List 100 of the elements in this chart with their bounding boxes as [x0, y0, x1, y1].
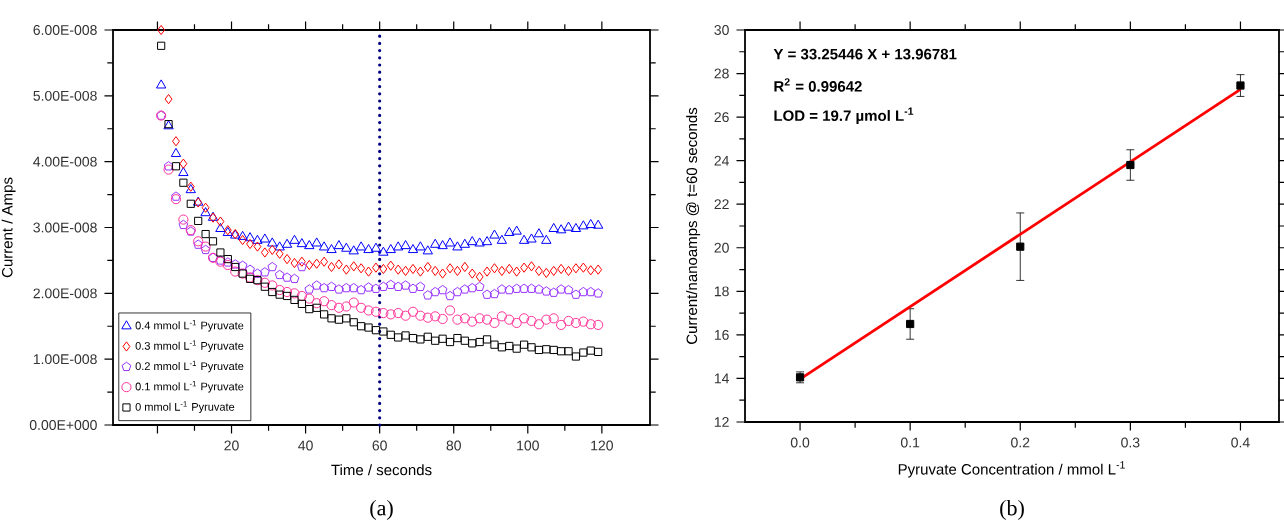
- point: [355, 241, 367, 251]
- point: [268, 244, 277, 255]
- text: (a): [370, 499, 393, 520]
- point: [283, 253, 292, 265]
- point: [364, 323, 373, 332]
- point: [415, 281, 426, 291]
- point: [385, 279, 396, 289]
- point: [459, 238, 471, 248]
- legend-label: 0 mmol L$^{-1}$ Pyruvate: [135, 401, 235, 413]
- point: [416, 266, 425, 277]
- point: [431, 336, 440, 345]
- point: [371, 326, 381, 335]
- point: [452, 286, 463, 297]
- point: [253, 241, 262, 252]
- point: [334, 284, 344, 294]
- point: [497, 284, 507, 294]
- x-tick-label: 100: [517, 440, 539, 451]
- point: [437, 240, 448, 250]
- point: [252, 234, 263, 244]
- y-tick-label: 3.00E-008: [33, 222, 97, 233]
- point: [326, 281, 337, 291]
- point: [534, 265, 543, 277]
- point: [512, 344, 521, 353]
- point: [155, 79, 167, 89]
- point: [496, 234, 508, 244]
- point: [585, 218, 596, 229]
- point: [275, 290, 284, 299]
- y-tick-label: 14: [714, 373, 729, 384]
- point: [571, 352, 581, 361]
- annotation: Y = 33.25446 X + 13.96781: [773, 48, 957, 60]
- point: [422, 312, 433, 323]
- point: [482, 289, 492, 299]
- point: [534, 284, 544, 294]
- point: [579, 262, 588, 273]
- point: [400, 240, 411, 250]
- x-axis-title: Pyruvate Concentration / mmol L$^{-1}$: [898, 461, 1125, 478]
- x-tick-label: 40: [298, 440, 313, 451]
- point: [194, 216, 203, 226]
- point: [282, 272, 292, 282]
- x-tick-label: 20: [224, 440, 239, 451]
- point: [363, 243, 374, 254]
- point: [281, 286, 293, 298]
- point: [334, 259, 343, 270]
- point: [305, 305, 314, 314]
- point: [393, 307, 404, 319]
- point: [385, 309, 396, 320]
- point: [349, 261, 358, 272]
- point: [326, 243, 337, 254]
- point: [304, 284, 315, 294]
- point: [579, 348, 588, 357]
- point: [585, 319, 596, 330]
- point: [268, 287, 277, 297]
- point: [319, 296, 330, 307]
- point: [304, 240, 315, 250]
- point: [363, 305, 374, 316]
- point: [460, 336, 469, 345]
- point: [459, 284, 470, 294]
- point: [267, 237, 278, 247]
- y-tick-label: 28: [714, 68, 729, 79]
- point: [415, 241, 426, 251]
- point: [460, 261, 469, 273]
- point: [364, 266, 373, 277]
- point: [527, 343, 536, 352]
- point: [423, 332, 432, 341]
- point: [549, 345, 558, 355]
- point: [526, 315, 537, 327]
- point: [415, 310, 426, 321]
- point: [400, 310, 411, 321]
- point: [1016, 242, 1025, 251]
- point: [393, 281, 404, 291]
- point: [557, 347, 566, 356]
- point: [289, 234, 300, 244]
- point: [371, 283, 381, 293]
- point: [400, 280, 411, 290]
- point: [578, 286, 589, 297]
- point: [593, 288, 604, 298]
- point: [571, 289, 581, 299]
- point: [201, 229, 210, 239]
- legend-label: 0.4 mmol L$^{-1}$ Pyruvate: [135, 319, 244, 332]
- point: [348, 245, 359, 255]
- point: [275, 248, 284, 259]
- point: [178, 214, 189, 225]
- point: [437, 284, 448, 295]
- point: [342, 264, 351, 275]
- annotation: R$^{2}$ = 0.99642: [774, 78, 862, 92]
- point: [453, 333, 462, 343]
- point: [520, 262, 529, 273]
- point: [171, 191, 181, 201]
- point: [592, 219, 604, 229]
- point: [482, 335, 492, 344]
- point: [327, 314, 336, 323]
- point: [490, 263, 499, 274]
- point: [446, 263, 454, 274]
- legend-label: 0.2 mmol L$^{-1}$ Pyruvate: [135, 360, 244, 373]
- point: [518, 313, 530, 324]
- point: [386, 260, 395, 271]
- point: [311, 280, 322, 290]
- point: [370, 306, 382, 317]
- point: [172, 136, 180, 147]
- point: [430, 311, 441, 322]
